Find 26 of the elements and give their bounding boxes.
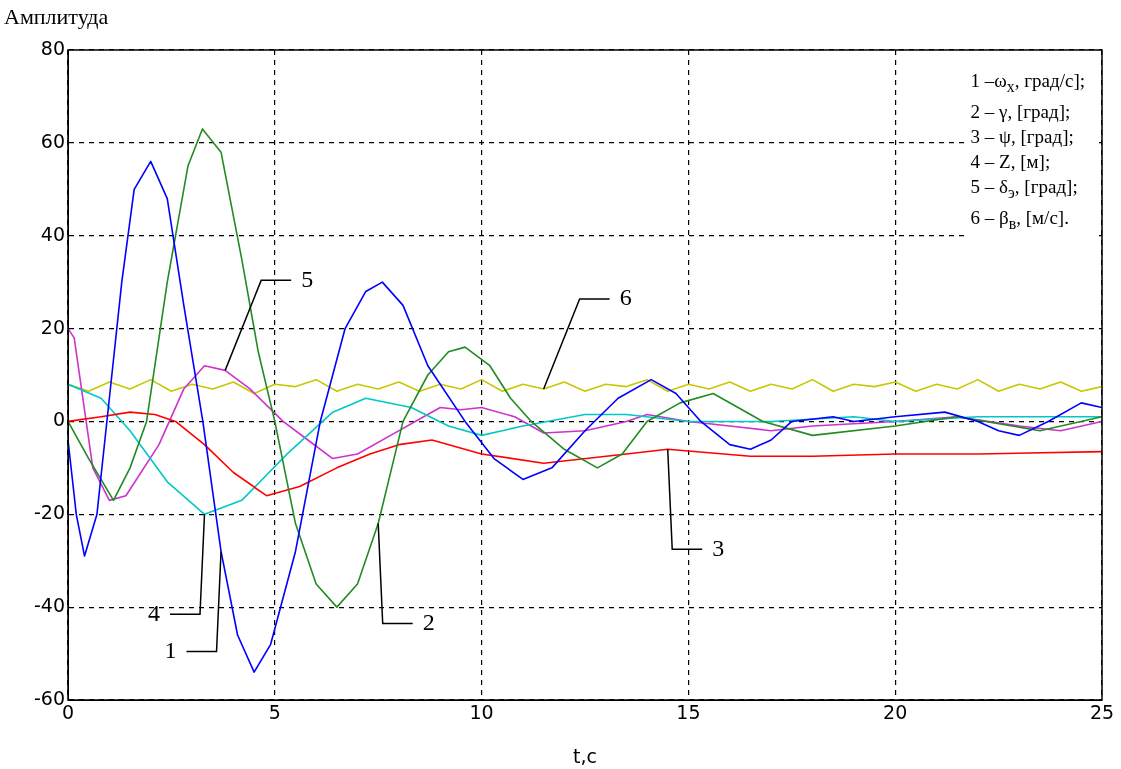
annotation: 1 xyxy=(164,636,177,663)
x-tick-label: 5 xyxy=(268,701,281,724)
y-axis-title: Амплитуда xyxy=(4,4,109,30)
annotation: 3 xyxy=(712,534,725,561)
y-tick-label: 0 xyxy=(52,408,65,431)
x-tick-label: 25 xyxy=(1089,701,1115,724)
x-tick-label: 15 xyxy=(676,701,701,724)
annotation: 4 – Z, [м]; xyxy=(970,149,1052,174)
annotation: 2 xyxy=(422,608,435,635)
y-tick-label: 40 xyxy=(40,222,65,245)
x-axis-title: t,c xyxy=(573,744,597,767)
annotation: 6 xyxy=(619,284,632,311)
annotation: 3 – ψ, [град]; xyxy=(970,124,1075,149)
annotation: 4 xyxy=(147,599,160,626)
y-tick-label: 20 xyxy=(40,315,65,338)
y-tick-label: 60 xyxy=(40,129,65,152)
annotation: 6 – β$_{в}$, [м/с]. xyxy=(970,205,1070,234)
annotation: 5 – δ$_{э}$, [град]; xyxy=(970,174,1079,203)
annotation: 2 – γ, [град]; xyxy=(970,99,1072,124)
y-tick-label: -20 xyxy=(33,501,65,524)
y-tick-label: -40 xyxy=(33,594,65,617)
annotation: 1 –ω$_{x}$, град/с]; xyxy=(970,69,1085,97)
y-tick-label: 80 xyxy=(40,36,65,59)
x-tick-label: 20 xyxy=(883,701,908,724)
annotation: 5 xyxy=(301,265,314,292)
x-tick-label: 10 xyxy=(469,701,494,724)
